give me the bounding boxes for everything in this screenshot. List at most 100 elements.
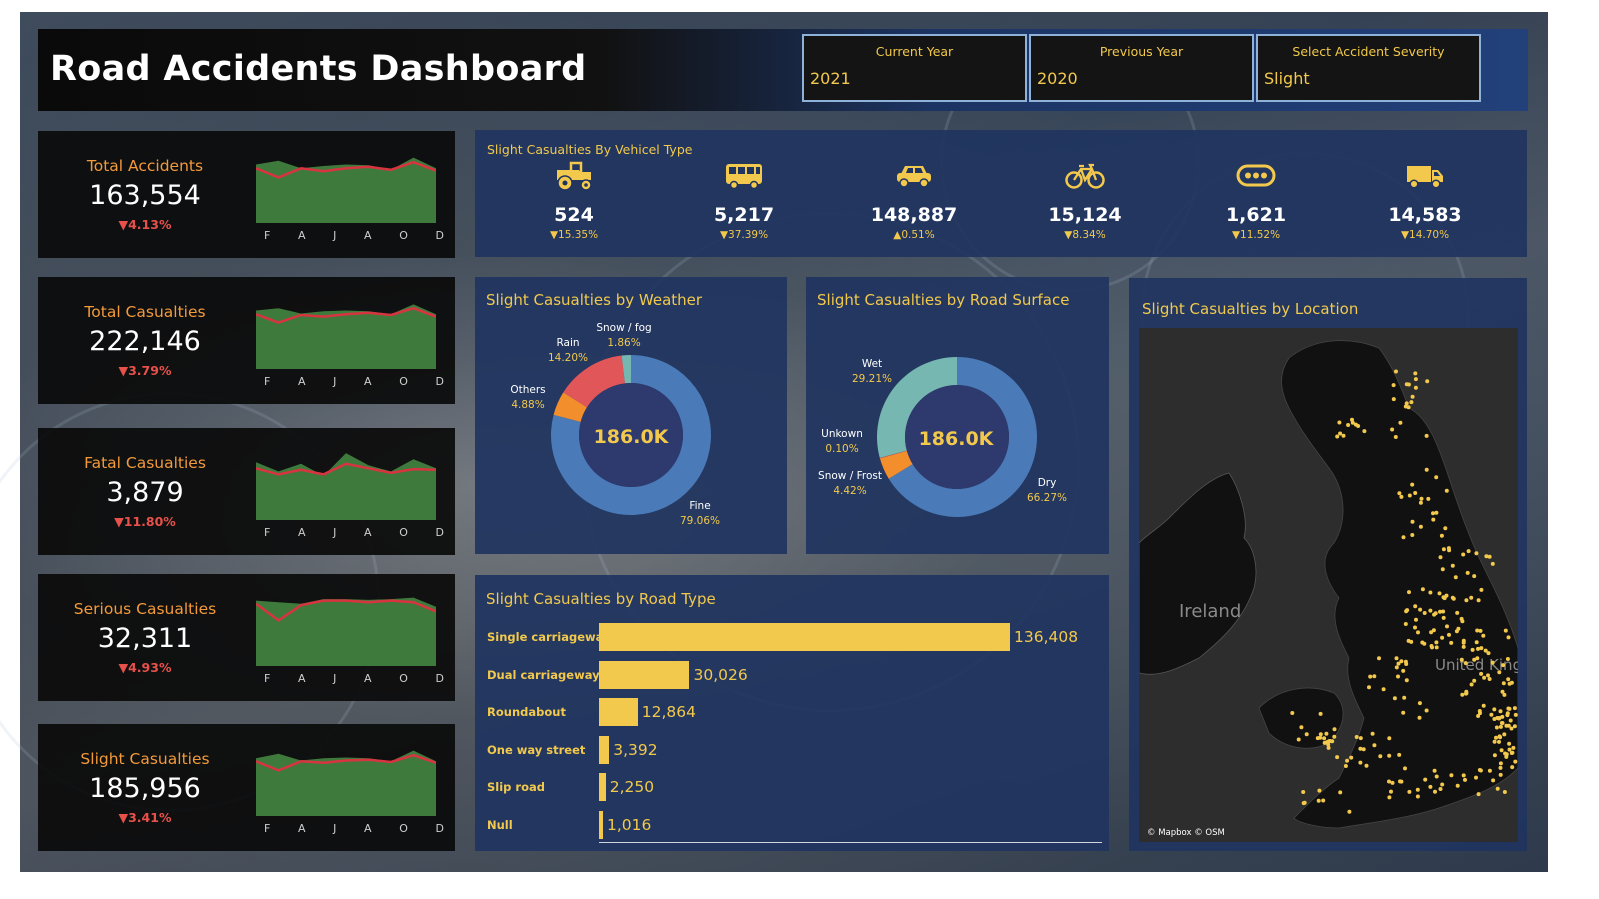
kpi-title: Slight Casualties xyxy=(80,750,210,768)
vehicle-tractor[interactable]: 524 ▼15.35% xyxy=(504,160,644,241)
kpi-card-total-accidents[interactable]: Total Accidents 163,554 ▼4.13% F A J A O D xyxy=(38,131,455,258)
casualty-point xyxy=(1418,500,1423,505)
month-tick: J xyxy=(333,672,337,685)
casualty-point xyxy=(1498,761,1503,766)
kpi-card-fatal-casualties[interactable]: Fatal Casualties 3,879 ▼11.80% F A J A O D xyxy=(38,428,455,555)
other-vehicle-value: 1,621 xyxy=(1225,204,1287,226)
casualty-point xyxy=(1432,768,1437,773)
vehicle-other[interactable]: 1,621 ▼11.52% xyxy=(1186,160,1326,241)
kpi-card-total-casualties[interactable]: Total Casualties 222,146 ▼3.79% F A J A O D xyxy=(38,277,455,404)
road-type-value: 3,392 xyxy=(613,740,658,759)
casualty-point xyxy=(1486,673,1490,678)
month-tick: F xyxy=(264,375,271,388)
casualty-point xyxy=(1497,670,1502,675)
casualty-point xyxy=(1429,630,1434,635)
weather-donut-chart[interactable] xyxy=(549,353,713,517)
casualty-point xyxy=(1398,420,1403,425)
casualty-point xyxy=(1489,712,1494,717)
weather-label-rain: Rain 14.20% xyxy=(533,336,603,366)
current-year-value: 2021 xyxy=(810,69,851,88)
casualty-point xyxy=(1502,732,1507,737)
casualty-point xyxy=(1441,609,1446,614)
bus-value: 5,217 xyxy=(713,204,775,226)
weather-label-others-name: Others xyxy=(510,384,546,396)
surface-slice-wet[interactable] xyxy=(877,357,957,458)
casualty-point xyxy=(1410,533,1415,537)
casualty-point xyxy=(1394,665,1399,670)
month-tick: D xyxy=(435,822,444,835)
vehicle-car[interactable]: 148,887 ▲0.51% xyxy=(844,160,984,241)
casualty-point xyxy=(1362,429,1367,434)
surface-slice-snow-frost[interactable] xyxy=(879,450,913,479)
weather-slice-rain[interactable] xyxy=(563,355,625,408)
kpi-card-slight-casualties[interactable]: Slight Casualties 185,956 ▼3.41% F A J A O D xyxy=(38,724,455,851)
casualty-point xyxy=(1350,417,1354,422)
casualty-point xyxy=(1404,382,1409,387)
road-type-bar[interactable] xyxy=(599,623,1010,651)
previous-year-filter[interactable]: Previous Year 2020 xyxy=(1029,34,1254,102)
location-map[interactable]: Ireland United Kingdom © Mapbox © OSM xyxy=(1139,328,1518,842)
casualty-point xyxy=(1430,645,1434,650)
road-type-value: 30,026 xyxy=(693,665,748,684)
kpi-title: Fatal Casualties xyxy=(84,454,206,472)
casualty-point xyxy=(1483,648,1488,653)
severity-label: Select Accident Severity xyxy=(1292,44,1445,59)
month-tick: J xyxy=(333,375,337,388)
casualty-point xyxy=(1424,708,1429,713)
casualty-point xyxy=(1407,590,1411,595)
month-tick: O xyxy=(399,375,408,388)
casualty-point xyxy=(1494,725,1499,730)
previous-year-area xyxy=(256,304,436,369)
road-type-bar[interactable] xyxy=(599,698,638,726)
casualty-point xyxy=(1413,491,1418,495)
weather-slice-fine[interactable] xyxy=(551,355,711,515)
casualty-point xyxy=(1437,591,1442,596)
casualty-point xyxy=(1481,633,1486,638)
current-year-filter[interactable]: Current Year 2021 xyxy=(802,34,1027,102)
current-year-line xyxy=(256,160,436,179)
vehicle-van[interactable]: 14,583 ▼14.70% xyxy=(1355,160,1495,241)
surface-label-dry-name: Dry xyxy=(1037,477,1057,489)
weather-slice-others[interactable] xyxy=(553,392,587,422)
vehicle-bicycle[interactable]: 15,124 ▼8.34% xyxy=(1015,160,1155,241)
road-type-bar[interactable] xyxy=(599,660,690,689)
casualty-point xyxy=(1455,783,1460,788)
casualty-point xyxy=(1361,747,1366,752)
kpi-sparkline xyxy=(256,304,436,369)
casualty-point xyxy=(1413,625,1417,630)
surface-donut-chart[interactable] xyxy=(875,355,1039,519)
vehicle-bus[interactable]: 5,217 ▼37.39% xyxy=(674,160,814,241)
casualty-point xyxy=(1502,692,1507,697)
road-type-bar[interactable] xyxy=(599,810,603,839)
casualty-point xyxy=(1322,740,1327,745)
casualty-point xyxy=(1432,612,1437,617)
surface-slice-dry[interactable] xyxy=(888,357,1037,517)
casualty-point xyxy=(1358,736,1363,741)
casualty-point xyxy=(1426,496,1431,501)
vehicle-type-panel: Slight Casualties By Vehicel Type 524 ▼1… xyxy=(475,130,1527,257)
casualty-point xyxy=(1453,575,1458,580)
casualty-point xyxy=(1461,773,1466,778)
casualty-point xyxy=(1459,616,1464,621)
severity-filter[interactable]: Select Accident Severity Slight xyxy=(1256,34,1481,102)
weather-label-others-pct: 4.88% xyxy=(511,399,545,411)
casualty-point xyxy=(1299,725,1304,730)
road-type-label: Slip road xyxy=(487,780,545,794)
surface-slice-unkown[interactable] xyxy=(879,450,907,459)
kpi-card-serious-casualties[interactable]: Serious Casualties 32,311 ▼4.93% F A J A O D xyxy=(38,574,455,701)
road-type-bar[interactable] xyxy=(599,773,606,801)
current-year-line xyxy=(256,462,436,476)
casualty-point xyxy=(1401,668,1406,673)
casualty-point xyxy=(1438,555,1443,560)
kpi-change: ▼3.79% xyxy=(118,363,172,378)
casualty-point xyxy=(1358,746,1363,751)
weather-slice-snow-fog[interactable] xyxy=(621,355,631,384)
casualty-point xyxy=(1506,677,1511,682)
road-surface-panel: Slight Casualties by Road Surface 186.0K… xyxy=(806,277,1109,554)
casualty-point xyxy=(1512,706,1517,711)
surface-label-unknown-pct: 0.10% xyxy=(825,443,859,455)
casualty-point xyxy=(1321,798,1326,803)
road-type-bar[interactable] xyxy=(599,735,610,764)
month-tick: F xyxy=(264,229,271,242)
